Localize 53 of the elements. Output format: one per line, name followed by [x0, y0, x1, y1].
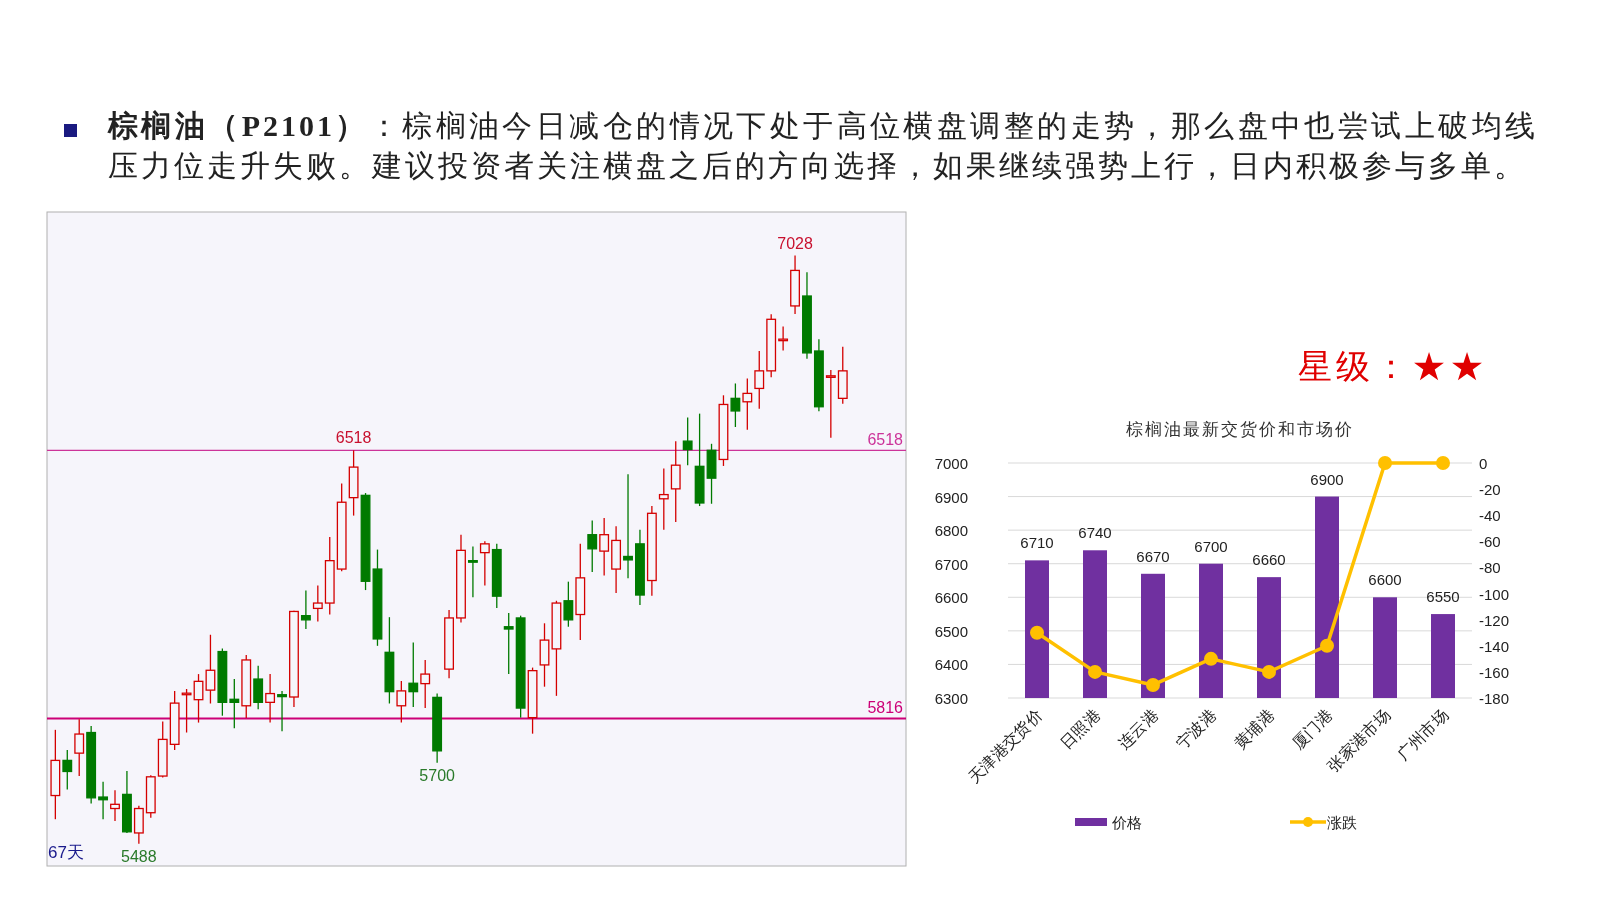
- y2-tick-label: -180: [1479, 690, 1510, 707]
- annotation: 67天: [48, 843, 84, 862]
- x-tick-label: 日照港: [1057, 706, 1104, 753]
- annotation: 5488: [121, 847, 157, 865]
- data-label: 6700: [1194, 537, 1228, 555]
- y-tick-label: 6900: [934, 488, 968, 506]
- point: [1030, 625, 1044, 640]
- chart-title: 棕榈油最新交货价和市场价: [1126, 420, 1354, 439]
- y-tick-label: 6700: [934, 555, 968, 573]
- point: [1262, 664, 1276, 679]
- y-tick-label: 6800: [934, 522, 968, 540]
- point: [1436, 456, 1450, 470]
- data-label: 6740: [1078, 524, 1112, 542]
- legend-label: 涨跌: [1327, 815, 1357, 831]
- y-tick-label: 7000: [934, 455, 968, 472]
- text: 星级：★★: [1298, 348, 1488, 385]
- data-label: 6550: [1426, 588, 1460, 606]
- y-tick-label: 6600: [934, 589, 968, 607]
- x-tick-label: 厦门港: [1289, 706, 1336, 753]
- y2-tick-label: 0: [1479, 455, 1488, 472]
- ref-line-label: 5816: [867, 699, 904, 717]
- y2-tick-label: -20: [1479, 481, 1501, 499]
- point: [1088, 664, 1102, 679]
- x-tick-label: 连云港: [1115, 706, 1162, 753]
- y-tick-label: 6400: [934, 656, 968, 674]
- point: [1378, 456, 1392, 470]
- annotation: 5700: [419, 766, 456, 784]
- y-tick-label: 6300: [934, 690, 968, 707]
- x-tick-label: 天津港交货价: [965, 706, 1046, 786]
- y2-tick-label: -60: [1479, 533, 1501, 551]
- point: [1320, 638, 1334, 653]
- point: [1146, 677, 1160, 692]
- data-label: 6600: [1368, 571, 1402, 589]
- annotation: 6518: [335, 429, 372, 447]
- data-label: 6900: [1310, 470, 1344, 488]
- y2-tick-label: -140: [1479, 637, 1510, 655]
- point: [1204, 651, 1218, 666]
- y2-tick-label: -40: [1479, 507, 1501, 525]
- data-label: 6670: [1136, 547, 1170, 565]
- chart-title: 棕榈油（P2101）：棕榈油今日减仓的情况下处于高位横盘调整的走势，那么盘中也尝试上破均线压力位走升失败。建议投资者关注横盘之后的方向选择，如果继续强势上行，日内积极参与多单。: [108, 108, 1538, 184]
- x-tick-label: 宁波港: [1173, 706, 1220, 753]
- x-tick-label: 广州市场: [1393, 706, 1452, 764]
- y2-tick-label: -160: [1479, 663, 1510, 681]
- data-label: 6660: [1252, 551, 1286, 569]
- y2-tick-label: -120: [1479, 611, 1510, 629]
- data-label: 6710: [1020, 534, 1054, 552]
- ref-line-label: 6518: [867, 431, 904, 449]
- y2-tick-label: -100: [1479, 585, 1510, 603]
- y2-tick-label: -80: [1479, 559, 1501, 577]
- annotation: 7028: [777, 234, 813, 252]
- x-tick-label: 黄埔港: [1231, 706, 1278, 753]
- legend-label: 价格: [1111, 815, 1142, 831]
- y-tick-label: 6500: [934, 622, 968, 640]
